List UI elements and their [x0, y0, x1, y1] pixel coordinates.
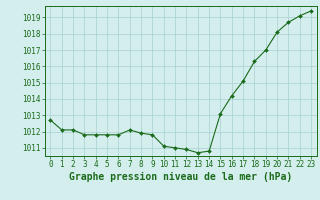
X-axis label: Graphe pression niveau de la mer (hPa): Graphe pression niveau de la mer (hPa)	[69, 172, 292, 182]
